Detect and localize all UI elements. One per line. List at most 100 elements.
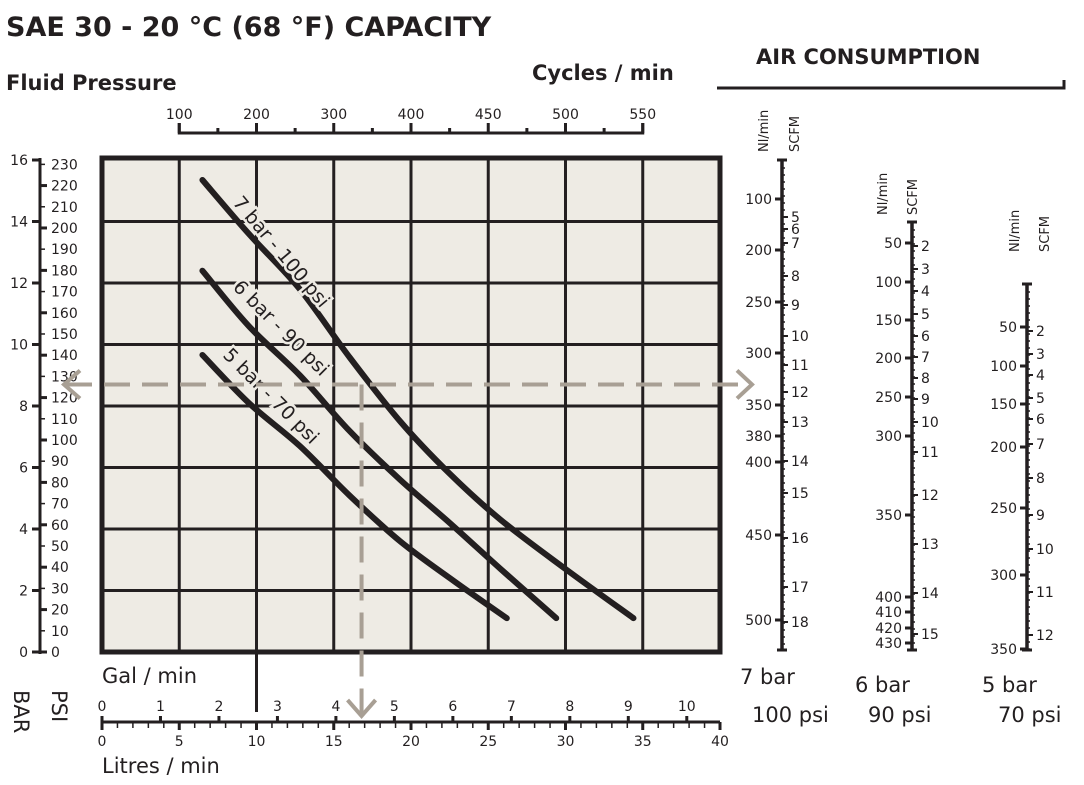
scfm-tick-label: 13 <box>921 537 939 553</box>
scfm-tick-label: 11 <box>921 445 939 461</box>
scfm-tick-label: 4 <box>921 284 930 300</box>
psi-tick-label: 130 <box>51 369 78 385</box>
scfm-tick-label: 4 <box>1036 368 1045 384</box>
psi-tick-label: 50 <box>51 539 69 555</box>
curve-6-bar <box>199 267 560 622</box>
bar-tick-label: 2 <box>19 584 28 600</box>
scfm-tick-label: 8 <box>921 371 930 387</box>
nl-tick-label: 50 <box>884 236 902 252</box>
scfm-tick-label: 14 <box>921 586 939 602</box>
nl-tick-label: 150 <box>875 313 902 329</box>
scfm-tick-label: 9 <box>921 392 930 408</box>
bar-tick-label: 16 <box>10 153 28 169</box>
gal-tick-label: 1 <box>156 699 165 715</box>
bar-tick-label: 12 <box>10 276 28 292</box>
psi-tick-label: 30 <box>51 581 69 597</box>
nl-tick-label: 400 <box>745 455 772 471</box>
nl-tick-label: 200 <box>745 243 772 259</box>
scfm-tick-label: 6 <box>1036 412 1045 428</box>
nl-tick-label: 200 <box>990 440 1017 456</box>
gal-tick-label: 6 <box>448 699 457 715</box>
litres-label: Litres / min <box>102 754 220 778</box>
cycles-tick-label: 200 <box>243 107 270 123</box>
scfm-tick-label: 8 <box>1036 471 1045 487</box>
curve-5-bar <box>199 351 510 622</box>
scfm-tick-label: 7 <box>791 236 800 252</box>
cycles-tick-label: 100 <box>166 107 193 123</box>
bar-tick-label: 8 <box>19 399 28 415</box>
litres-tick-label: 5 <box>175 734 184 750</box>
cycles-tick-label: 450 <box>475 107 502 123</box>
nl-tick-label: 350 <box>745 398 772 414</box>
scfm-tick-label: 17 <box>791 580 809 596</box>
scfm-tick-label: 10 <box>791 329 809 345</box>
scfm-tick-label: 5 <box>921 307 930 323</box>
scfm-header: SCFM <box>906 179 921 215</box>
psi-tick-label: 40 <box>51 560 69 576</box>
scfm-tick-label: 3 <box>1036 347 1045 363</box>
psi-tick-label: 180 <box>51 263 78 279</box>
gal-label: Gal / min <box>102 664 197 688</box>
scfm-tick-label: 7 <box>921 350 930 366</box>
scfm-tick-label: 7 <box>1036 437 1045 453</box>
scfm-tick-label: 3 <box>921 262 930 278</box>
psi-tick-label: 140 <box>51 348 78 364</box>
litres-tick-label: 20 <box>402 734 420 750</box>
air-scale-bar-label: 7 bar <box>740 665 795 689</box>
nl-tick-label: 300 <box>875 429 902 445</box>
nl-tick-label: 200 <box>875 351 902 367</box>
psi-tick-label: 230 <box>51 157 78 173</box>
psi-tick-label: 70 <box>51 497 69 513</box>
nl-min-header: Nl/min <box>757 110 772 152</box>
psi-tick-label: 110 <box>51 412 78 428</box>
scfm-tick-label: 16 <box>791 531 809 547</box>
fluid-pressure-label: Fluid Pressure <box>6 71 177 95</box>
curve-7-bar <box>199 176 637 622</box>
scfm-tick-label: 18 <box>791 615 809 631</box>
psi-tick-label: 10 <box>51 624 69 640</box>
gal-tick-label: 10 <box>678 699 696 715</box>
plot-area <box>99 155 723 712</box>
scfm-header: SCFM <box>1038 216 1053 252</box>
cycles-tick-label: 400 <box>398 107 425 123</box>
nl-min-header: Nl/min <box>876 173 891 215</box>
bar-tick-label: 6 <box>19 461 28 477</box>
gal-tick-label: 2 <box>214 699 223 715</box>
gal-tick-label: 5 <box>390 699 399 715</box>
gal-tick-label: 7 <box>507 699 516 715</box>
arrow-left-icon <box>60 368 82 400</box>
bar-tick-label: 0 <box>19 645 28 661</box>
scfm-tick-label: 15 <box>791 486 809 502</box>
nl-tick-label: 150 <box>990 397 1017 413</box>
nl-tick-label: 50 <box>999 320 1017 336</box>
litres-tick-label: 35 <box>634 734 652 750</box>
gal-tick-label: 4 <box>331 699 340 715</box>
bar-tick-label: 14 <box>10 215 28 231</box>
scfm-tick-label: 8 <box>791 269 800 285</box>
scfm-tick-label: 10 <box>921 415 939 431</box>
scfm-tick-label: 11 <box>1036 585 1054 601</box>
psi-tick-label: 150 <box>51 327 78 343</box>
scfm-tick-label: 12 <box>1036 628 1054 644</box>
litres-tick-label: 0 <box>98 734 107 750</box>
nl-tick-label: 250 <box>745 295 772 311</box>
nl-tick-label: 450 <box>745 528 772 544</box>
scfm-tick-label: 14 <box>791 454 809 470</box>
cycles-label: Cycles / min <box>532 61 674 85</box>
scfm-tick-label: 12 <box>791 385 809 401</box>
nl-tick-label: 380 <box>745 429 772 445</box>
chart-title: SAE 30 - 20 °C (68 °F) CAPACITY <box>6 12 492 43</box>
scfm-tick-label: 2 <box>921 239 930 255</box>
psi-tick-label: 120 <box>51 391 78 407</box>
nl-tick-label: 250 <box>875 390 902 406</box>
nl-tick-label: 430 <box>875 636 902 652</box>
nl-tick-label: 400 <box>875 590 902 606</box>
scfm-tick-label: 15 <box>921 627 939 643</box>
scfm-tick-label: 6 <box>921 329 930 345</box>
gal-tick-label: 9 <box>624 699 633 715</box>
nl-tick-label: 500 <box>745 613 772 629</box>
air-scale-bar-label: 5 bar <box>982 673 1037 697</box>
litres-tick-label: 25 <box>479 734 497 750</box>
psi-tick-label: 80 <box>51 475 69 491</box>
